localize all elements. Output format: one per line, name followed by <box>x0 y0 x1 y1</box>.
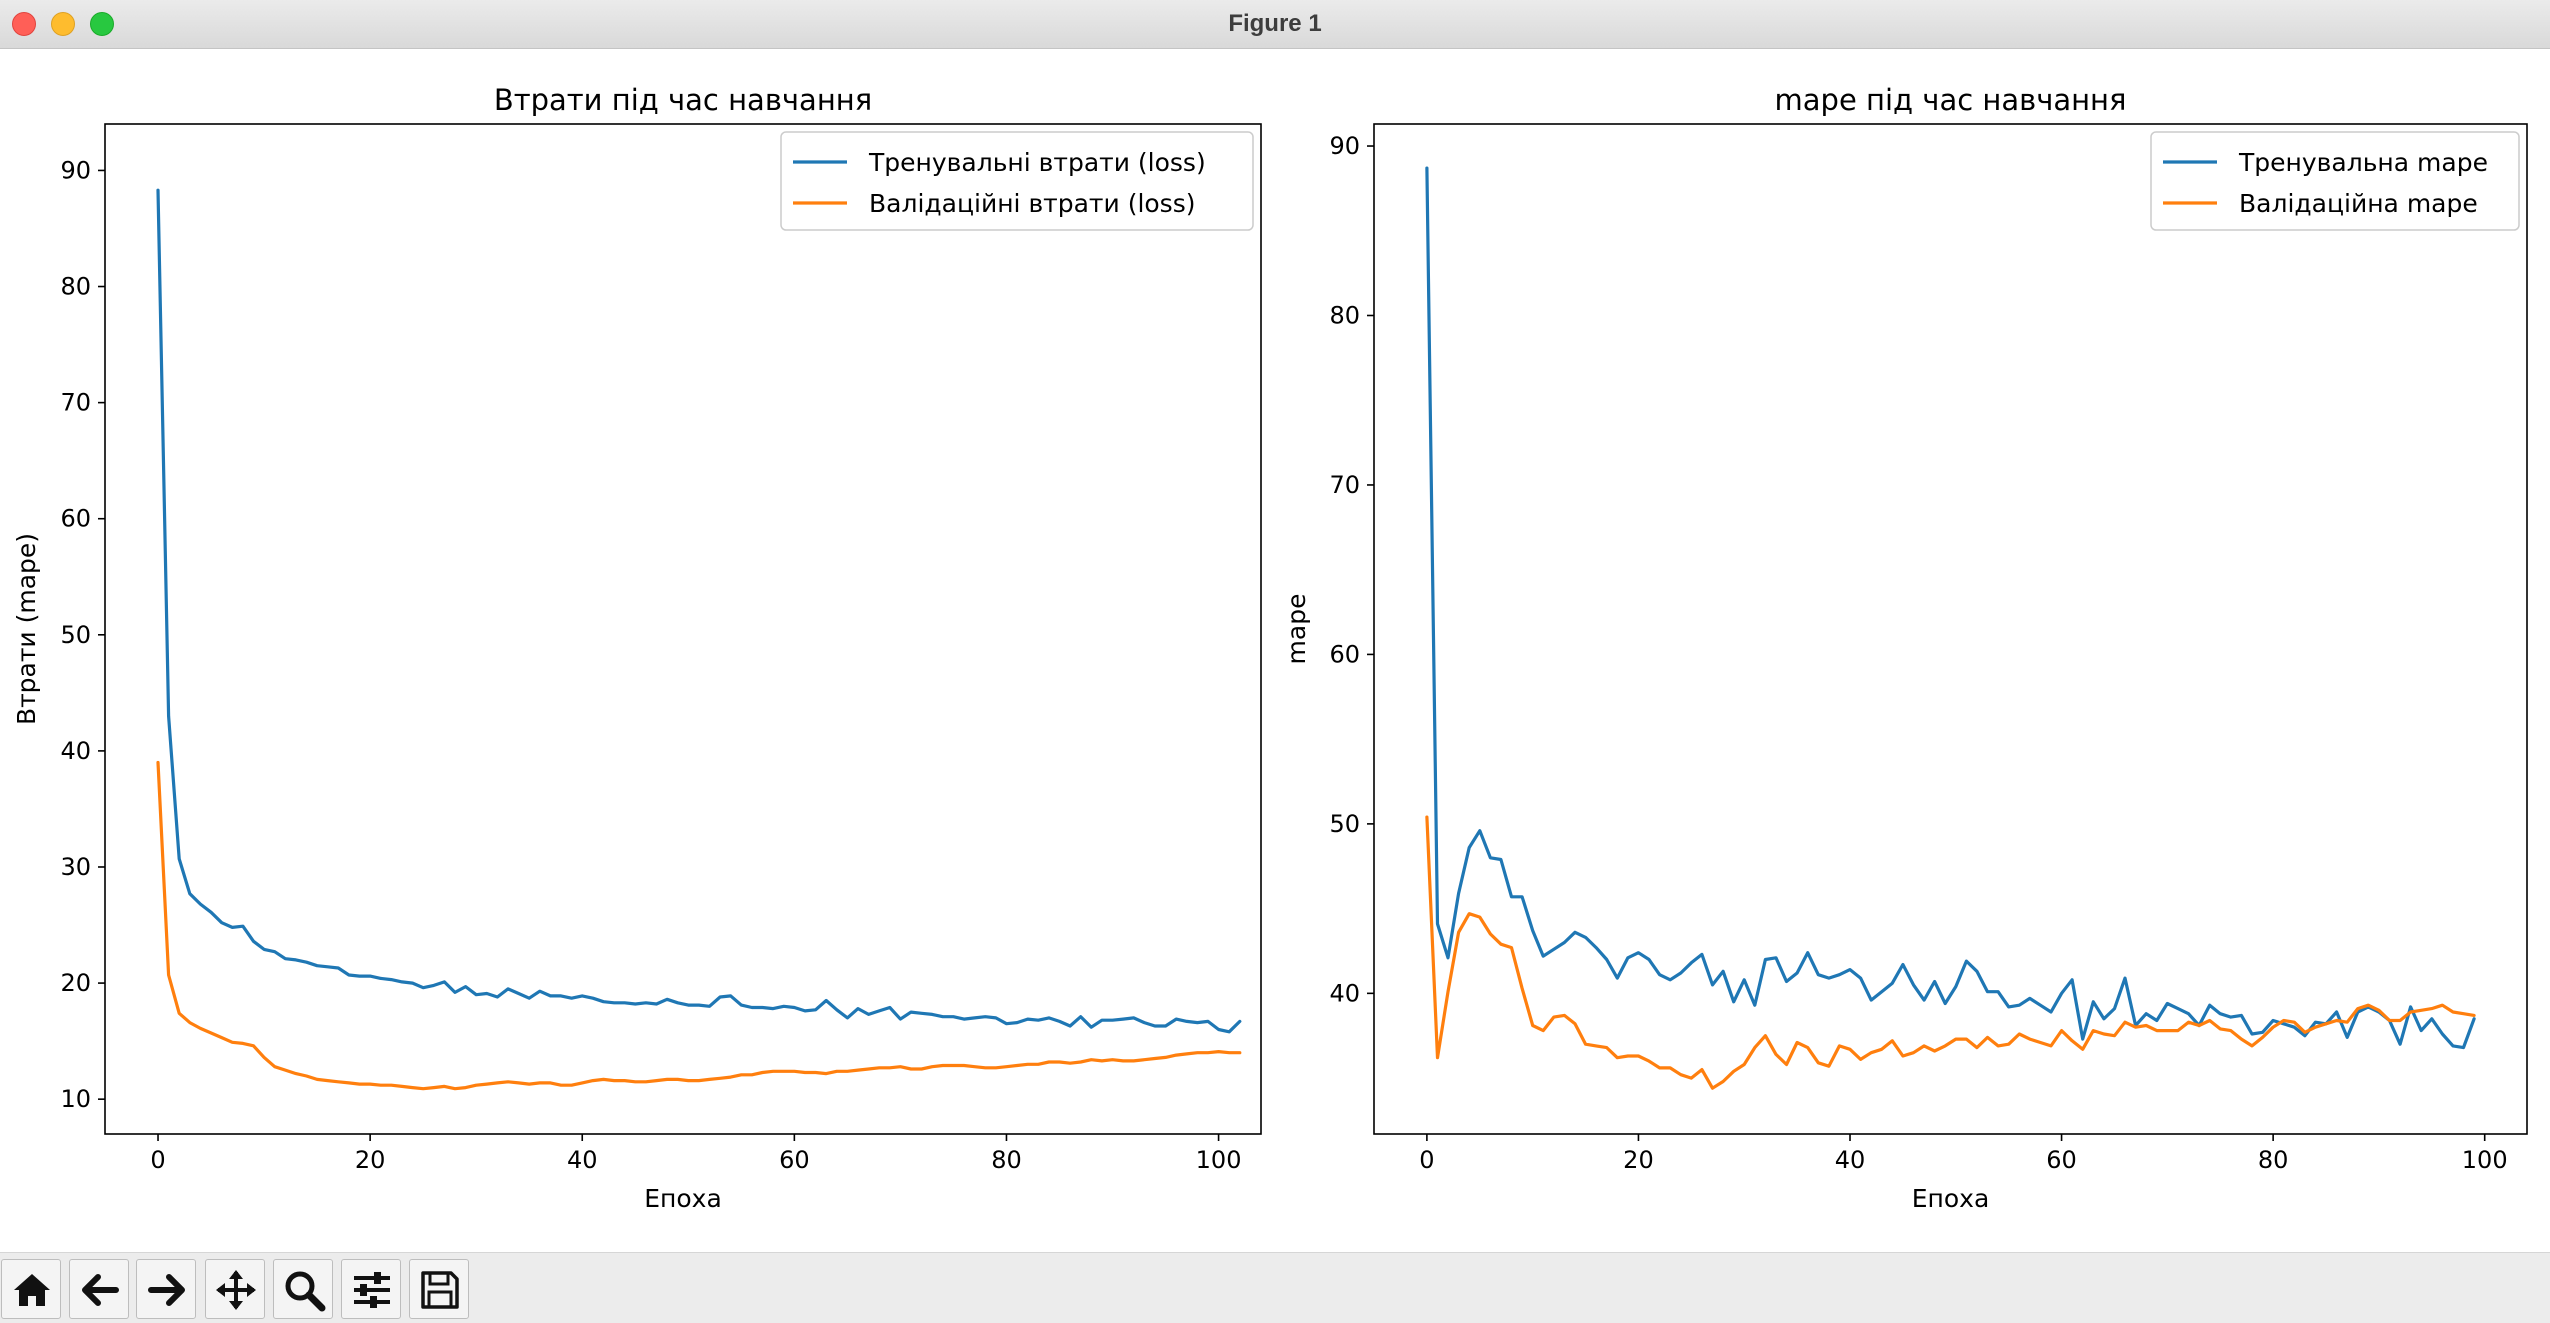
chart-1-y-tick-label: 80 <box>60 273 91 301</box>
chart-2-x-tick-label: 20 <box>1623 1146 1654 1174</box>
chart-2-series-1-line <box>1425 166 2476 1050</box>
arrow-right-icon <box>148 1274 185 1306</box>
chart-2-y-tick-label: 50 <box>1329 810 1360 838</box>
navigation-toolbar <box>0 1252 2550 1323</box>
window-title: Figure 1 <box>1228 10 1322 37</box>
chart-1-y-tick-label: 60 <box>60 505 91 533</box>
chart-1-x-tick-label: 40 <box>567 1146 598 1174</box>
chart-2-y-tick-label: 40 <box>1329 979 1360 1007</box>
chart-2-y-tick-label: 80 <box>1329 301 1360 329</box>
maximize-window-button[interactable] <box>90 12 114 36</box>
home-button[interactable] <box>1 1259 61 1319</box>
chart-1-legend-label-1: Тренувальні втрати (loss) <box>868 148 1206 177</box>
chart-1-legend-label-2: Валідаційні втрати (loss) <box>869 189 1196 218</box>
chart-1-y-tick-label: 90 <box>60 156 91 184</box>
close-window-button[interactable] <box>12 12 36 36</box>
chart-2-x-tick-label: 80 <box>2258 1146 2289 1174</box>
chart-2-x-tick-label: 100 <box>2462 1146 2508 1174</box>
move-icon <box>216 1270 256 1310</box>
title-bar: Figure 1 <box>0 0 2550 49</box>
chart-2-legend-label-1: Тренувальна mape <box>2238 148 2488 177</box>
chart-1-x-tick-label: 20 <box>355 1146 386 1174</box>
chart-2-y-tick-label: 60 <box>1329 640 1360 668</box>
chart-2-x-tick-label: 40 <box>1835 1146 1866 1174</box>
chart-2-x-tick-label: 0 <box>1419 1146 1434 1174</box>
chart-1-y-axis-label: Втрати (mape) <box>12 533 41 725</box>
minimize-window-button[interactable] <box>51 12 75 36</box>
chart-2-y-axis-label: mape <box>1282 594 1311 665</box>
chart-2-title: mape під час навчання <box>1775 83 2127 117</box>
chart-2-x-tick-label: 60 <box>2046 1146 2077 1174</box>
back-button[interactable] <box>69 1259 129 1319</box>
pan-button[interactable] <box>205 1259 265 1319</box>
chart-1-series-2-line <box>156 760 1242 1091</box>
save-button[interactable] <box>409 1259 469 1319</box>
chart-2-legend-label-2: Валідаційна mape <box>2239 189 2478 218</box>
configure-subplots-button[interactable] <box>341 1259 401 1319</box>
save-icon <box>421 1271 459 1309</box>
chart-1-y-tick-label: 40 <box>60 737 91 765</box>
chart-1-y-tick-label: 30 <box>60 853 91 881</box>
chart-1-y-tick-label: 50 <box>60 621 91 649</box>
chart-2-x-axis-label: Епоха <box>1912 1184 1990 1213</box>
chart-1-x-tick-label: 100 <box>1196 1146 1242 1174</box>
chart-1-y-tick-label: 10 <box>60 1085 91 1113</box>
chart-1-x-tick-label: 0 <box>150 1146 165 1174</box>
zoom-button[interactable] <box>273 1259 333 1319</box>
chart-2-y-tick-label: 90 <box>1329 132 1360 160</box>
chart-1-legend <box>780 131 1254 231</box>
chart-1-y-tick-label: 70 <box>60 389 91 417</box>
chart-2-plot-area <box>1373 123 2528 1135</box>
chart-1-x-tick-label: 80 <box>991 1146 1022 1174</box>
search-icon <box>285 1271 326 1312</box>
chart-2-series-2-line <box>1425 815 2476 1090</box>
home-icon <box>14 1274 50 1306</box>
figure-svg: 0 20 40 60 80 100 10 20 30 40 50 60 70 80 90 Втрати під… <box>12 83 2528 1213</box>
sliders-icon <box>354 1272 390 1308</box>
chart-2-legend <box>2150 131 2520 231</box>
chart-1-y-tick-label: 20 <box>60 969 91 997</box>
arrow-left-icon <box>82 1274 119 1306</box>
chart-1-title: Втрати під час навчання <box>494 83 872 117</box>
chart-1-x-axis-label: Епоха <box>644 1184 722 1213</box>
figure-canvas: 0 20 40 60 80 100 10 20 30 40 50 60 70 80 90 Втрати під… <box>0 49 2550 1252</box>
chart-1-series-1-line <box>156 188 1242 1034</box>
chart-2-y-tick-label: 70 <box>1329 471 1360 499</box>
forward-button[interactable] <box>136 1259 196 1319</box>
chart-1-plot-area <box>104 123 1262 1135</box>
chart-1-x-tick-label: 60 <box>779 1146 810 1174</box>
